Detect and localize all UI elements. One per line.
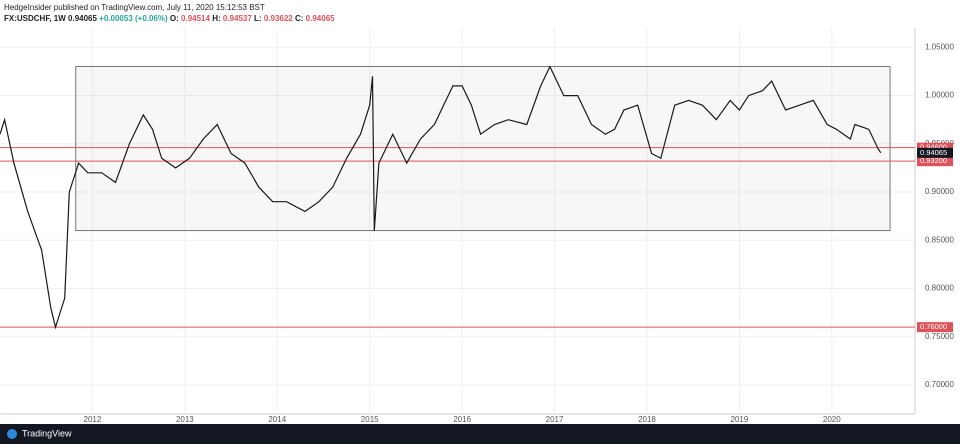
ohlc-label: H: <box>212 14 220 23</box>
x-tick-label: 2020 <box>823 415 841 424</box>
level-tag <box>917 156 953 167</box>
y-tick-label: 0.80000 <box>925 284 954 293</box>
x-tick-label: 2012 <box>84 415 102 424</box>
level-tag <box>917 322 953 333</box>
y-tick-label: 0.70000 <box>925 380 954 389</box>
ohlc-label: O: <box>170 14 179 23</box>
symbol: FX:USDCHF, 1W <box>4 14 66 23</box>
x-tick-label: 2015 <box>361 415 379 424</box>
y-tick-label: 0.90000 <box>925 187 954 196</box>
ohlc-value: 0.94537 <box>223 14 252 23</box>
chart-title: HedgeInsider published on TradingView.co… <box>4 3 265 12</box>
change: +0.00053 (+0.06%) <box>99 14 168 23</box>
footer-bar <box>0 424 960 444</box>
logo <box>7 429 17 439</box>
level-label: 0.76000 <box>920 322 947 331</box>
x-tick-label: 2018 <box>638 415 656 424</box>
y-tick-label: 0.85000 <box>925 235 954 244</box>
ohlc-value: 0.93622 <box>264 14 293 23</box>
last-price-tag <box>917 147 953 158</box>
level-label: 0.94600 <box>920 143 947 152</box>
price-line <box>0 65 882 330</box>
ohlc-label: C: <box>295 14 303 23</box>
ohlc-label: L: <box>254 14 262 23</box>
level-label: 0.93200 <box>920 156 947 165</box>
x-tick-label: 2016 <box>453 415 471 424</box>
x-tick-label: 2013 <box>176 415 194 424</box>
footer-brand: TradingView <box>22 428 72 438</box>
y-tick-label: 1.05000 <box>925 42 954 51</box>
ohlc-value: 0.94514 <box>181 14 210 23</box>
level-tag <box>917 142 953 153</box>
y-tick-label: 1.00000 <box>925 91 954 100</box>
range-box <box>75 66 891 232</box>
y-tick-label: 0.75000 <box>925 332 954 341</box>
symbol-info: FX:USDCHF, 1W 0.94065 +0.00053 (+0.06%) … <box>4 14 335 23</box>
quote: 0.94065 <box>68 14 97 23</box>
symbol-line: FX:USDCHF, 1W 0.94065 +0.00053 (+0.06%) … <box>4 14 335 23</box>
last-price-label: 0.94065 <box>920 148 947 157</box>
ohlc-value: 0.94065 <box>306 14 335 23</box>
x-tick-label: 2019 <box>730 415 748 424</box>
x-tick-label: 2017 <box>546 415 564 424</box>
x-tick-label: 2014 <box>268 415 286 424</box>
